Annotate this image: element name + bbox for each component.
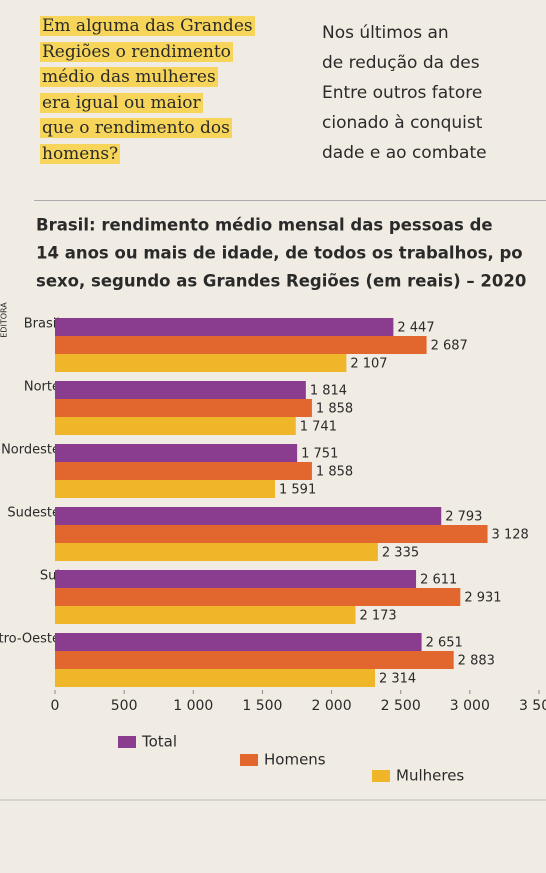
x-tick-label: 1 500: [242, 698, 282, 714]
value-label: 2 314: [379, 672, 416, 687]
bar: [55, 570, 417, 588]
text-line: Entre outros fatore: [322, 83, 483, 103]
x-tick-label: 1 000: [173, 698, 213, 714]
bar: [55, 480, 276, 498]
text-line: Nos últimos an: [322, 23, 449, 43]
bar: [55, 633, 422, 651]
bar: [55, 525, 488, 543]
category-label: Nordeste: [1, 443, 60, 458]
category-label: Sudeste: [7, 506, 60, 521]
category-label: Sul: [40, 569, 60, 584]
value-label: 2 611: [420, 573, 457, 588]
value-label: 2 793: [445, 510, 482, 525]
question-line: médio das mulheres: [40, 67, 218, 87]
bar: [55, 417, 296, 435]
question-line: era igual ou maior: [40, 92, 203, 113]
text-line: dade e ao combate: [322, 143, 487, 163]
value-label: 1 858: [316, 465, 353, 480]
value-label: 1 741: [300, 420, 337, 435]
bar: [55, 651, 454, 669]
legend-swatch: [240, 754, 258, 766]
value-label: 2 173: [359, 609, 396, 624]
legend-swatch: [372, 770, 390, 782]
legend-label: Homens: [264, 751, 326, 769]
chart-title: Brasil: rendimento médio mensal das pess…: [36, 216, 493, 235]
value-label: 2 447: [397, 321, 434, 336]
bar: [55, 354, 347, 372]
x-tick-label: 2 500: [381, 698, 421, 714]
value-label: 1 751: [301, 447, 338, 462]
value-label: 1 814: [310, 384, 347, 399]
bar: [55, 444, 298, 462]
bar: [55, 318, 394, 336]
question-line: Em alguma das Grandes: [40, 16, 255, 36]
legend-label: Mulheres: [396, 767, 464, 785]
bar: [55, 507, 442, 525]
category-label: Norte: [24, 380, 60, 395]
value-label: 2 883: [458, 654, 495, 669]
bar: [55, 399, 312, 417]
value-label: 1 858: [316, 402, 353, 417]
body-text: Nos últimos an de redução da des Entre out…: [322, 18, 487, 168]
chart-title: sexo, segundo as Grandes Regiões (em rea…: [36, 272, 526, 291]
value-label: 1 591: [279, 483, 316, 498]
value-label: 2 651: [426, 636, 463, 651]
chart-title: 14 anos ou mais de idade, de todos os tr…: [36, 244, 523, 263]
x-tick-label: 0: [51, 698, 60, 714]
bar: [55, 336, 427, 354]
question-line: Regiões o rendimento: [40, 41, 233, 62]
question-line: homens?: [40, 143, 121, 164]
category-label: Brasil: [24, 317, 60, 332]
category-label: Centro-Oeste: [0, 632, 60, 647]
question-line: que o rendimento dos: [40, 118, 232, 138]
legend-swatch: [118, 736, 136, 748]
question: Em alguma das Grandes Regiões o rendiment…: [40, 14, 255, 167]
side-label: EDITORA: [0, 302, 9, 338]
value-label: 2 931: [464, 591, 501, 606]
bar: [55, 588, 461, 606]
text-line: de redução da des: [322, 53, 480, 73]
value-label: 2 107: [350, 357, 387, 372]
bar: [55, 606, 356, 624]
text-line: cionado à conquist: [322, 113, 483, 133]
bar: [55, 543, 378, 561]
bar: [55, 462, 312, 480]
x-tick-label: 500: [111, 698, 138, 714]
bar: [55, 381, 306, 399]
value-label: 2 335: [382, 546, 419, 561]
x-tick-label: 3 500: [519, 698, 546, 714]
x-tick-label: 2 000: [312, 698, 352, 714]
legend-label: Total: [141, 733, 177, 751]
divider: [34, 200, 546, 201]
value-label: 3 128: [492, 528, 529, 543]
bar: [55, 669, 375, 687]
x-tick-label: 3 000: [450, 698, 490, 714]
value-label: 2 687: [431, 339, 468, 354]
